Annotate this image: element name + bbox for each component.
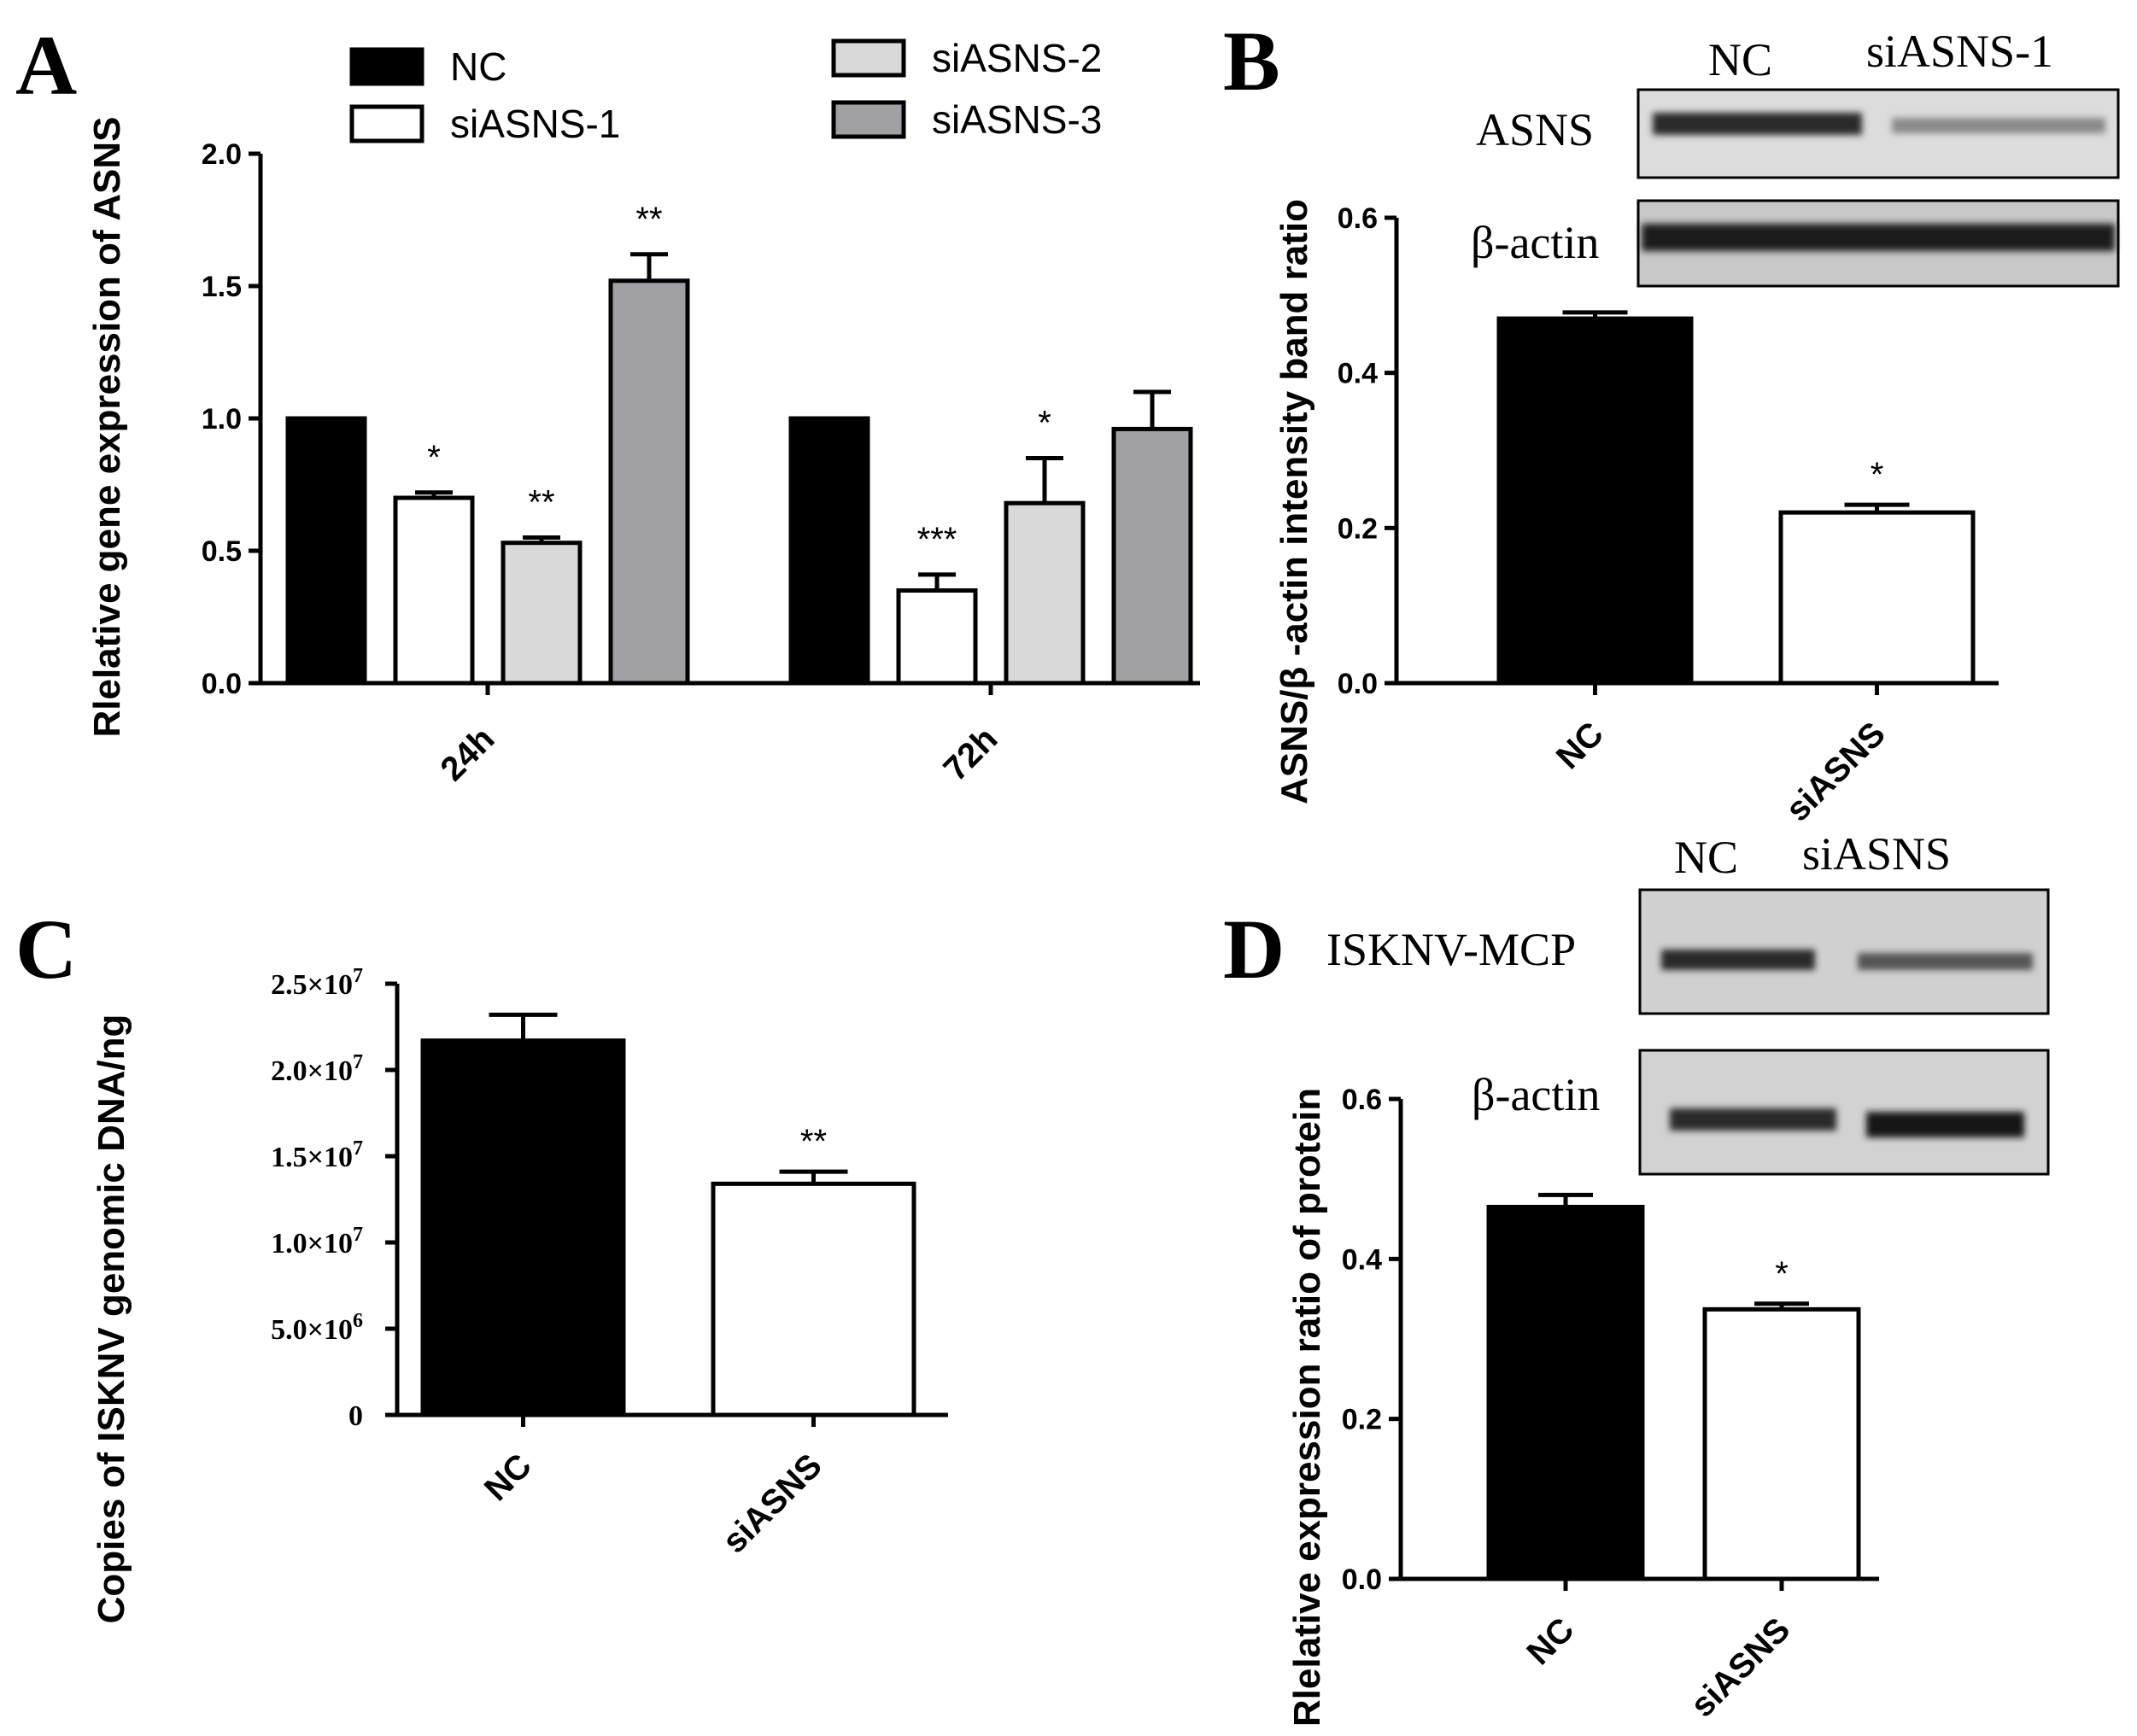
- x-tick-label: siASNS: [1779, 715, 1893, 828]
- legend-label: NC: [450, 44, 506, 89]
- legend-swatch: [349, 47, 424, 86]
- blot-b-actin-band: [1642, 224, 2115, 251]
- significance-label: **: [800, 1123, 827, 1160]
- y-tick-label: 0: [348, 1400, 363, 1432]
- bar-nc: [285, 416, 367, 686]
- blot-b-lane-label: siASNS-1: [1866, 26, 2053, 77]
- y-tick-label: 0.5: [202, 535, 242, 568]
- significance-label: *: [1871, 456, 1884, 494]
- legend-swatch: [831, 100, 906, 139]
- y-tick-base: 2.5×10: [271, 969, 353, 1001]
- y-tick-label: 1.0: [202, 403, 242, 435]
- significance-label: **: [635, 201, 662, 238]
- x-tick-label: NC: [1549, 715, 1611, 776]
- blot-d-row-label: β-actin: [1472, 1069, 1600, 1120]
- x-tick-label: 24h: [434, 720, 502, 788]
- y-tick-label: 0.0: [1342, 1564, 1382, 1596]
- bar-siasns-1: [896, 588, 978, 686]
- y-tick-base: 2.0×10: [271, 1055, 353, 1087]
- significance-label: *: [427, 439, 441, 476]
- bar-siasns-2: [501, 541, 583, 686]
- blot-b-lane-label: NC: [1708, 34, 1772, 85]
- significance-label: *: [1038, 405, 1051, 442]
- significance-label: ***: [917, 521, 957, 558]
- y-tick-label: 0.6: [1342, 1084, 1382, 1116]
- x-tick-label: siASNS: [716, 1447, 829, 1560]
- blot-d-row-label: ISKNV-MCP: [1326, 924, 1576, 975]
- y-tick-base: 5.0×10: [271, 1314, 353, 1346]
- panel-d-chart: 0.0 0.2 0.4 0.6 Rlelative expression ratio o…: [1286, 1084, 1879, 1727]
- blot-b-row-label: ASNS: [1476, 104, 1594, 155]
- panel-a-chart: 0.0 0.5 1.0 1.5 2.0 Rlelative gene expression…: [86, 36, 1200, 788]
- y-tick-label: 0.2: [1338, 512, 1378, 545]
- y-tick-label: 0.4: [1338, 358, 1378, 390]
- bar-siasns: [1778, 510, 1976, 686]
- y-tick-label: 2.0×107: [271, 1051, 363, 1087]
- y-axis-label: Rlelative expression ratio of protein: [1286, 1088, 1328, 1727]
- y-tick-label: 2.0: [202, 138, 242, 171]
- y-tick-exponent: 7: [353, 1224, 363, 1246]
- panel-letter-d: D: [1223, 902, 1285, 997]
- x-tick-label: NC: [1519, 1610, 1581, 1672]
- y-axis-label: Copies of ISKNV genomic DNA/ng: [91, 1014, 132, 1624]
- significance-label: **: [528, 484, 554, 522]
- legend-label: siASNS-3: [932, 97, 1102, 142]
- bar-siasns-3: [1111, 426, 1193, 686]
- bar-siasns-1: [393, 495, 475, 686]
- blot-b-asns-band: [1892, 118, 2105, 133]
- x-tick-label: siASNS: [1683, 1610, 1797, 1724]
- bar-siasns: [711, 1181, 916, 1417]
- y-tick-exponent: 7: [353, 1051, 363, 1073]
- blot-d-actin-band: [1866, 1112, 2024, 1137]
- y-tick-exponent: 6: [353, 1310, 363, 1332]
- blot-d-lane-label: NC: [1674, 832, 1738, 883]
- legend-label: siASNS-1: [450, 102, 620, 146]
- panel-c-chart: 05.0×1061.0×1071.5×1072.0×1072.5×107Copi…: [91, 965, 948, 1623]
- y-tick-base: 0: [348, 1400, 363, 1432]
- legend-label: siASNS-2: [932, 36, 1102, 80]
- panel-letter-c: C: [15, 902, 77, 997]
- y-tick-label: 5.0×106: [271, 1310, 363, 1346]
- panel-letter-b: B: [1223, 14, 1280, 108]
- blot-b-asns-band: [1653, 113, 1862, 135]
- bar-nc: [788, 416, 870, 686]
- legend-swatch: [831, 38, 906, 78]
- blot-b-row-label: β-actin: [1471, 217, 1599, 268]
- y-tick-label: 0.4: [1342, 1243, 1382, 1276]
- bar-siasns-3: [608, 278, 690, 686]
- y-tick-exponent: 7: [353, 1137, 363, 1160]
- x-tick-label: 72h: [937, 720, 1005, 788]
- bar-siasns: [1702, 1306, 1861, 1581]
- panel-b-western-blot: NC siASNS-1 ASNS β-actin: [1471, 26, 2120, 288]
- y-tick-label: 1.0×107: [271, 1224, 363, 1260]
- y-tick-label: 1.5: [202, 271, 242, 303]
- y-tick-label: 0.0: [1338, 668, 1378, 700]
- y-tick-label: 2.5×107: [271, 965, 363, 1001]
- bar-siasns-2: [1004, 500, 1086, 686]
- y-tick-base: 1.0×10: [271, 1228, 353, 1260]
- panel-letter-a: A: [15, 18, 77, 113]
- blot-d-actin-band: [1670, 1108, 1836, 1131]
- y-tick-label: 0.2: [1342, 1404, 1382, 1436]
- y-axis-label: ASNS/β -actin intensity band ratio: [1273, 199, 1315, 804]
- y-tick-label: 0.0: [202, 668, 242, 700]
- legend-swatch: [349, 104, 424, 143]
- bar-nc: [1486, 1204, 1645, 1581]
- y-axis-label: Rlelative gene expression of ASNS: [86, 116, 128, 737]
- y-tick-exponent: 7: [353, 965, 363, 987]
- y-tick-label: 0.6: [1338, 202, 1378, 235]
- panel-b-chart: 0.0 0.2 0.4 0.6 ASNS/β -actin intensity band…: [1273, 199, 1999, 829]
- y-tick-label: 1.5×107: [271, 1137, 363, 1173]
- blot-d-lane-label: siASNS: [1802, 828, 1951, 880]
- bar-nc: [420, 1038, 626, 1417]
- blot-d-mcp-band: [1858, 953, 2033, 970]
- panel-d-western-blot: NC siASNS ISKNV-MCP β-actin: [1326, 828, 2050, 1176]
- blot-d-mcp-band: [1661, 950, 1815, 970]
- y-tick-base: 1.5×10: [271, 1142, 353, 1173]
- significance-label: *: [1775, 1255, 1789, 1293]
- x-tick-label: NC: [477, 1447, 539, 1508]
- bar-nc: [1496, 316, 1694, 686]
